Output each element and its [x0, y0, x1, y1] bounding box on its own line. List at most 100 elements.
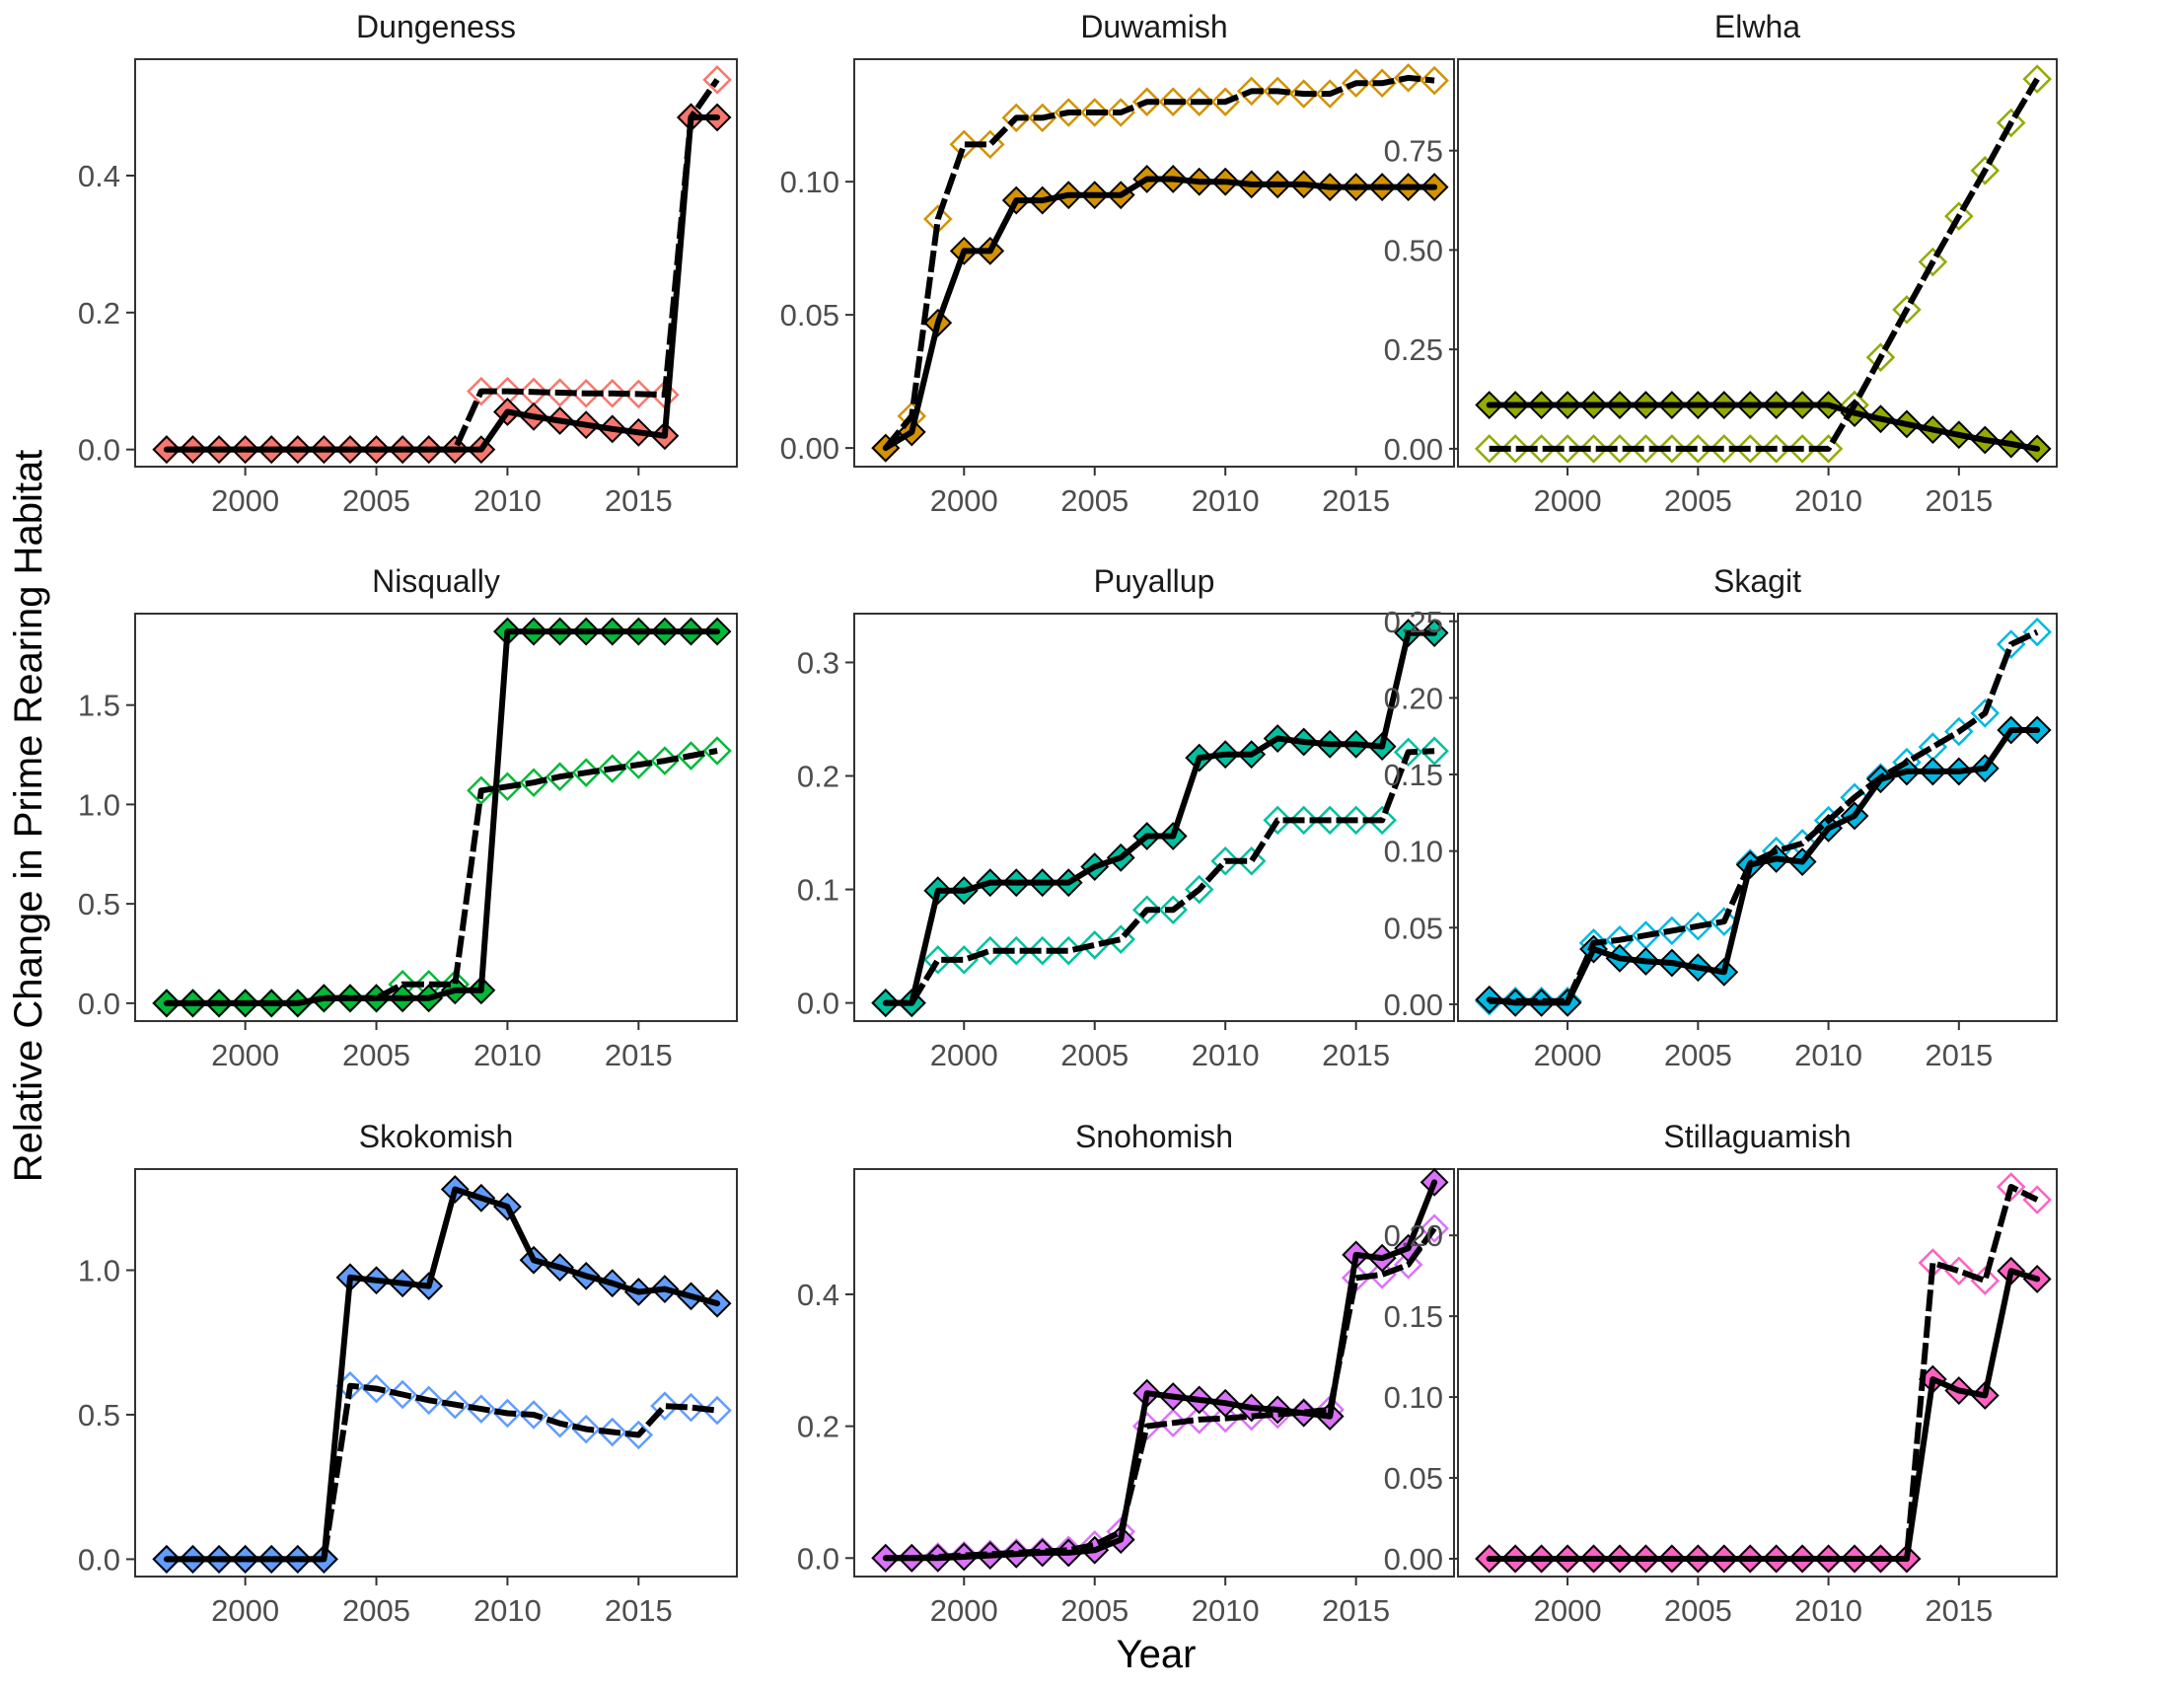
y-tick-label: 1.0 — [78, 1254, 120, 1288]
x-tick-label: 2010 — [1794, 483, 1862, 518]
series-line-open — [166, 748, 718, 1006]
open-point — [650, 1391, 680, 1421]
open-point — [1236, 76, 1267, 107]
y-tick-label: 0.00 — [1384, 1542, 1443, 1577]
x-tick-label: 2015 — [605, 1038, 673, 1072]
open-point — [1996, 1172, 2026, 1202]
y-tick-label: 0.4 — [797, 1278, 839, 1312]
y-tick-label: 0.75 — [1384, 134, 1443, 169]
panel-frame — [853, 1168, 1455, 1578]
open-point — [1027, 935, 1057, 966]
y-tick-label: 0.3 — [797, 645, 839, 680]
open-point — [975, 129, 1005, 160]
open-point — [702, 65, 732, 95]
x-tick-label: 2005 — [1060, 483, 1128, 518]
y-tick-label: 0.2 — [797, 760, 839, 794]
open-point — [597, 378, 627, 408]
panel-elwha: Elwha 0.00 0.25 0.50 0.75 2000 2005 2010 2015 — [1384, 9, 2058, 518]
panel-frame — [134, 613, 738, 1022]
open-point — [1892, 295, 1922, 325]
open-point — [597, 1417, 627, 1447]
y-tick-label: 0.00 — [1384, 988, 1443, 1022]
x-tick-label: 2010 — [1794, 1593, 1862, 1628]
panel-duwamish: Duwamish 0.00 0.05 0.10 2000 2005 2010 2015 — [780, 9, 1455, 518]
x-tick-label: 2010 — [1192, 483, 1260, 518]
open-point — [1131, 1411, 1162, 1441]
open-point — [1288, 805, 1319, 836]
open-point — [1500, 434, 1530, 464]
series-line-filled — [1486, 402, 2041, 452]
open-point — [1184, 874, 1214, 905]
y-tick-label: 0.15 — [1384, 1299, 1443, 1334]
x-tick-label: 2010 — [473, 483, 542, 518]
open-point — [1393, 737, 1423, 768]
panel-skokomish: Skokomish 0.0 0.5 1.0 2000 2005 2010 2015 — [78, 1119, 738, 1628]
open-point — [1054, 98, 1084, 127]
open-point — [361, 1373, 392, 1404]
open-point — [623, 379, 654, 409]
x-tick-label: 2000 — [1534, 483, 1602, 518]
open-point — [1420, 65, 1449, 96]
series-line-open — [1489, 1184, 2039, 1562]
open-point — [545, 378, 575, 407]
y-tick-label: 0.00 — [780, 431, 839, 466]
y-tick-label: 0.00 — [1384, 432, 1443, 467]
x-tick-label: 2005 — [1060, 1593, 1128, 1628]
x-tick-label: 2010 — [473, 1593, 542, 1628]
y-tick-label: 0.10 — [1384, 1380, 1443, 1415]
open-point — [1131, 87, 1162, 116]
x-tick-label: 2015 — [605, 1593, 673, 1628]
open-point — [1158, 87, 1188, 116]
y-tick-label: 1.0 — [78, 787, 120, 822]
y-tick-label: 0.0 — [78, 1542, 120, 1577]
x-tick-label: 2005 — [342, 1038, 410, 1072]
open-point — [1106, 924, 1135, 954]
open-point — [623, 1420, 654, 1450]
open-point — [1420, 1213, 1449, 1243]
open-point — [1393, 1250, 1423, 1280]
open-point — [1735, 434, 1765, 464]
panel-frame — [853, 58, 1455, 468]
open-point — [1657, 434, 1687, 464]
open-point — [1761, 434, 1791, 464]
y-tick-label: 0.0 — [78, 987, 120, 1021]
y-tick-label: 0.50 — [1384, 233, 1443, 267]
x-tick-label: 2010 — [1794, 1038, 1862, 1072]
open-point — [1341, 68, 1371, 99]
panel-snohomish: Snohomish 0.0 0.2 0.4 2000 2005 2010 2015 — [797, 1119, 1455, 1628]
open-point — [1996, 108, 2026, 138]
open-point — [975, 935, 1005, 966]
y-tick-label: 0.15 — [1384, 758, 1443, 792]
y-tick-label: 0.10 — [1384, 835, 1443, 869]
x-tick-label: 2005 — [1664, 483, 1732, 518]
panel-title: Stillaguamish — [1663, 1119, 1851, 1154]
x-tick-label: 2015 — [1925, 483, 1993, 518]
x-tick-label: 2015 — [605, 483, 673, 518]
panel-title: Skagit — [1713, 563, 1801, 599]
panel-title: Duwamish — [1080, 9, 1227, 44]
panel-skagit: Skagit 0.00 0.05 0.10 0.15 0.20 0.25 2000 2005 20… — [1384, 563, 2058, 1072]
open-point — [923, 945, 953, 975]
open-point — [1474, 434, 1504, 464]
x-tick-label: 2015 — [1925, 1593, 1993, 1628]
open-point — [1553, 434, 1582, 464]
open-point — [1001, 103, 1032, 133]
y-tick-label: 0.10 — [780, 165, 839, 199]
open-point — [1315, 805, 1345, 836]
panel-frame — [1457, 613, 2058, 1022]
open-point — [571, 378, 601, 408]
x-tick-label: 2005 — [342, 483, 410, 518]
y-tick-label: 0.2 — [797, 1410, 839, 1444]
series-line-filled — [882, 629, 1438, 1006]
panel-nisqually: Nisqually 0.0 0.5 1.0 1.5 2000 2005 2010 2015 — [78, 563, 738, 1072]
x-tick-label: 2010 — [1192, 1593, 1260, 1628]
open-point — [1970, 156, 2001, 185]
y-tick-label: 0.20 — [1384, 681, 1443, 715]
x-tick-label: 2005 — [1664, 1593, 1732, 1628]
open-point — [1236, 846, 1267, 876]
panel-stillaguamish: Stillaguamish 0.00 0.05 0.10 0.15 0.20 2000 200… — [1384, 1119, 2058, 1628]
panel-title: Elwha — [1714, 9, 1800, 44]
open-point — [1787, 434, 1817, 464]
